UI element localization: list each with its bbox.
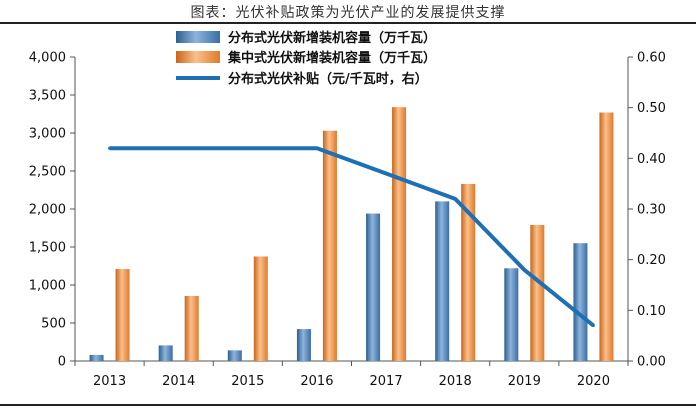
right-tick-label: 0.40 [637,152,666,167]
distributed-bar [89,354,104,361]
subsidy-point [591,324,595,328]
distributed-bar [227,350,242,361]
left-tick-label: 4,000 [29,51,66,66]
right-tick-label: 0.30 [637,203,666,218]
subsidy-point [384,172,388,176]
right-tick-label: 0.00 [637,355,666,370]
left-tick-label: 1,000 [29,279,66,294]
distributed-bar [435,201,450,361]
distributed-bar [573,243,588,361]
subsidy-point [453,197,457,201]
x-tick-label: 2020 [577,374,610,389]
distributed-bar [158,345,173,361]
right-tick-label: 0.50 [637,101,666,116]
right-tick-label: 0.10 [637,304,666,319]
subsidy-point [522,268,526,272]
legend-swatch-centralized [176,51,220,63]
distributed-bar [504,268,519,361]
x-tick-label: 2019 [508,374,541,389]
subsidy-point [177,146,181,150]
x-tick-label: 2014 [162,374,195,389]
subsidy-point [108,146,112,150]
legend-swatch-distributed [176,31,220,43]
legend-label-subsidy: 分布式光伏补贴（元/千瓦时，右） [228,71,428,87]
centralized-bar [253,256,268,361]
x-tick-label: 2017 [370,374,403,389]
centralized-bar [392,107,407,361]
distributed-bar [366,213,381,361]
left-tick-label: 500 [41,317,66,332]
left-tick-label: 0 [58,355,66,370]
left-tick-label: 2,000 [29,203,66,218]
legend-label-distributed: 分布式光伏新增装机容量（万千瓦） [228,30,436,46]
centralized-bar [115,269,130,361]
subsidy-point [246,146,250,150]
left-tick-label: 3,000 [29,127,66,142]
centralized-bar [461,183,476,361]
legend-label-centralized: 集中式光伏新增装机容量（万千瓦） [227,50,436,66]
left-tick-label: 2,500 [29,165,66,180]
centralized-bar [322,130,337,361]
subsidy-line [109,146,595,328]
x-tick-label: 2013 [93,374,126,389]
left-tick-label: 1,500 [29,241,66,256]
bottom-rule [0,404,696,406]
x-tick-label: 2015 [231,374,264,389]
centralized-bar [530,224,545,361]
chart-title: 图表：光伏补贴政策为光伏产业的发展提供支撑 [190,5,506,21]
left-tick-label: 3,500 [29,89,66,104]
right-tick-label: 0.20 [637,253,666,268]
x-tick-label: 2018 [439,374,472,389]
centralized-bar [184,296,199,361]
subsidy-point [315,146,319,150]
distributed-bar [296,329,311,361]
title-rule [0,22,696,24]
right-tick-label: 0.60 [637,51,666,66]
centralized-bar [599,112,614,361]
x-tick-label: 2016 [300,374,333,389]
